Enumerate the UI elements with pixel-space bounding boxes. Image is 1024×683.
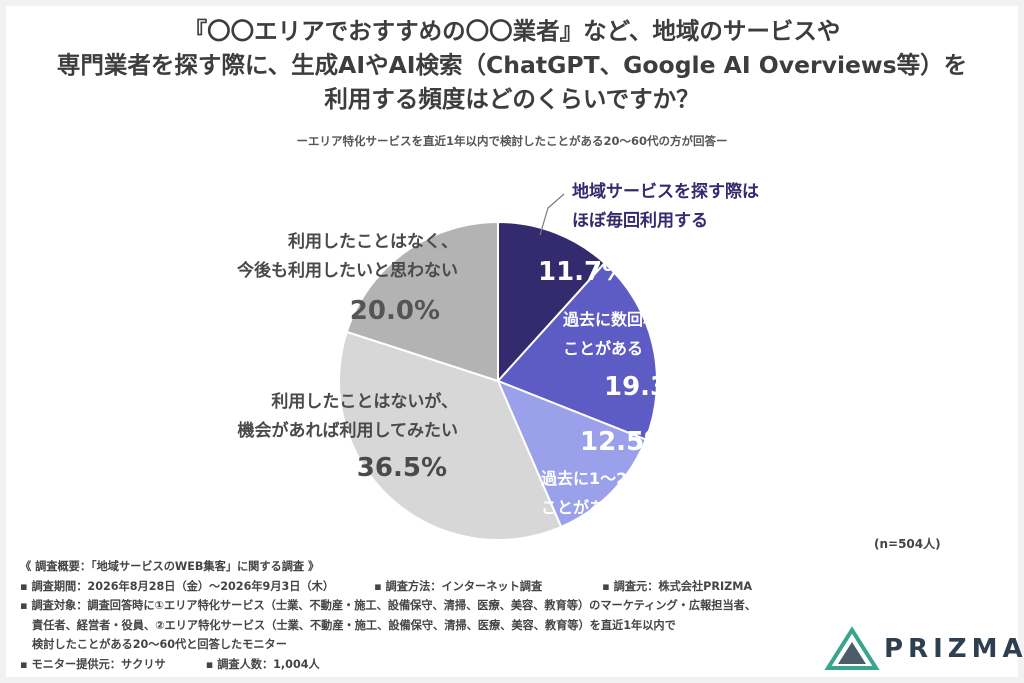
slice-label-2-line-1: 過去に数回程度利用した [562,310,739,329]
prizma-logo-icon [824,626,880,670]
survey-source: ▪ 調査元：株式会社PRIZMA [602,579,753,593]
pie-slice-2 [496,261,658,441]
survey-provider: ▪ モニター提供元：サクリサ [20,657,166,671]
slice-value-3: 12.5% [580,427,670,457]
page-panel: 『〇〇エリアでおすすめの〇〇業者』など、地域のサービスや 専門業者を探す際に、生… [6,6,1023,677]
survey-period: ▪ 調査期間：2026年8月28日（金）〜2026年9月3日（木） [20,579,335,593]
survey-target-2: 責任者、経営者・役員、②エリア特化サービス（士業、不動産・施工、設備保守、清掃、… [32,618,676,632]
survey-method: ▪ 調査方法：インターネット調査 [374,579,543,593]
title-line-2: 専門業者を探す際に、生成AIやAI検索（ChatGPT、Google AI Ov… [56,51,968,79]
prizma-logo-text: PRIZMA [884,634,1024,664]
slice-label-5-line-1: 利用したことはなく、 [288,231,458,252]
survey-count: ▪ 調査人数：1,004人 [205,657,320,671]
slice-label-3-line-1: 過去に1〜2回程度利用した [540,469,739,488]
leader-line [539,193,565,236]
slice-label-5-line-2: 今後も利用したいと思わない [237,260,458,281]
slice-label-1-line-1: 地域サービスを探す際は [572,181,759,202]
slice-value-4: 36.5% [357,453,447,483]
survey-target-1: ▪ 調査対象：調査回答時に①エリア特化サービス（士業、不動産・施工、設備保守、清… [20,599,757,612]
survey-heading: 《 調査概要：「地域サービスのWEB集客」に関する調査 》 [20,560,320,573]
sample-size-label: (n=504人) [874,537,941,551]
slice-label-1-line-2: ほぼ毎回利用する [572,210,708,231]
title-line-3: 利用する頻度はどのくらいですか？ [324,85,700,113]
slice-value-2: 19.3% [604,372,694,402]
slice-label-3-line-2: ことがある [541,498,621,517]
pie-slice-1 [497,220,607,384]
pie-slice-4 [338,330,563,541]
slice-value-5: 20.0% [350,296,440,326]
title-line-1: 『〇〇エリアでおすすめの〇〇業者』など、地域のサービスや [183,17,841,45]
slice-label-4-line-2: 機会があれば利用してみたい [238,420,459,441]
pie-slice-5 [345,220,499,383]
chart-subtitle: ーエリア特化サービスを直近1年以内で検討したことがある20〜60代の方が回答ー [296,134,728,148]
pie-slice-3 [496,379,648,529]
survey-row-1: ▪ 調査期間：2026年8月28日（金）〜2026年9月3日（木） ▪ 調査方法：… [20,577,820,597]
survey-row-last: ▪ モニター提供元：サクリサ ▪ 調査人数：1,004人 [20,655,820,675]
chart-title: 『〇〇エリアでおすすめの〇〇業者』など、地域のサービスや 専門業者を探す際に、生… [6,14,1018,116]
slice-label-4-line-1: 利用したことはないが、 [271,391,458,412]
slice-value-1: 11.7% [538,257,628,287]
slice-label-2-line-2: ことがある [563,339,643,358]
prizma-logo: PRIZMA [824,626,1023,672]
survey-summary: 《 調査概要：「地域サービスのWEB集客」に関する調査 》 ▪ 調査期間：202… [20,557,820,674]
survey-target-3: 検討したことがある20〜60代と回答したモニター [32,638,287,651]
